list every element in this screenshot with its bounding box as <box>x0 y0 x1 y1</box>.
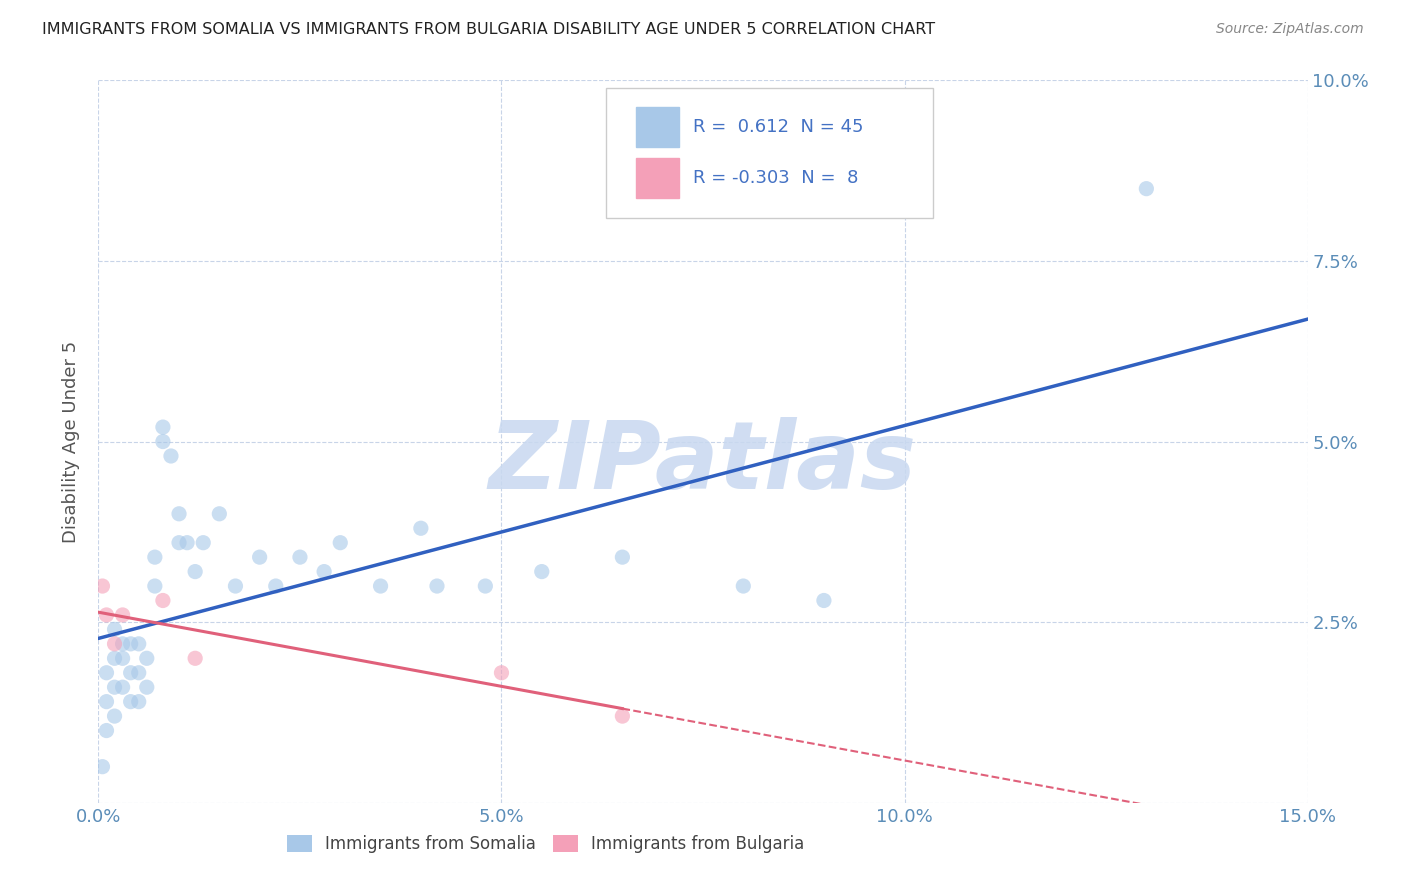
Point <box>120 665 142 680</box>
Point <box>264 579 287 593</box>
Point <box>120 695 142 709</box>
Point <box>103 623 125 637</box>
Point <box>111 680 134 694</box>
Point <box>135 651 157 665</box>
Point <box>193 535 215 549</box>
Point <box>288 550 311 565</box>
Point <box>160 449 183 463</box>
FancyBboxPatch shape <box>606 87 932 218</box>
Point <box>111 607 134 622</box>
Point <box>224 579 246 593</box>
Text: ZIPatlas: ZIPatlas <box>489 417 917 509</box>
Point <box>426 579 449 593</box>
Point <box>208 507 231 521</box>
Point <box>370 579 392 593</box>
Bar <box>637 107 679 147</box>
Point <box>176 535 198 549</box>
Point <box>813 593 835 607</box>
Point <box>120 637 142 651</box>
Point <box>249 550 271 565</box>
Bar <box>637 158 679 198</box>
Point <box>103 680 125 694</box>
Point <box>96 723 118 738</box>
Point <box>474 579 496 593</box>
Point <box>1135 182 1157 196</box>
Point <box>111 651 134 665</box>
Point <box>152 593 174 607</box>
Point <box>167 535 190 549</box>
Point <box>128 695 150 709</box>
Point <box>143 579 166 593</box>
Point <box>612 709 634 723</box>
Y-axis label: Disability Age Under 5: Disability Age Under 5 <box>62 341 80 542</box>
Point <box>491 665 513 680</box>
Point <box>135 680 157 694</box>
Point <box>96 665 118 680</box>
Legend: Immigrants from Somalia, Immigrants from Bulgaria: Immigrants from Somalia, Immigrants from… <box>280 828 811 860</box>
Point <box>329 535 352 549</box>
Point <box>612 550 634 565</box>
Point <box>152 434 174 449</box>
Point <box>167 507 190 521</box>
Point <box>103 709 125 723</box>
Point <box>143 550 166 565</box>
Point <box>91 579 114 593</box>
Point <box>111 637 134 651</box>
Point <box>103 637 125 651</box>
Text: IMMIGRANTS FROM SOMALIA VS IMMIGRANTS FROM BULGARIA DISABILITY AGE UNDER 5 CORRE: IMMIGRANTS FROM SOMALIA VS IMMIGRANTS FR… <box>42 22 935 37</box>
Point <box>409 521 432 535</box>
Point <box>128 665 150 680</box>
Point <box>91 760 114 774</box>
Point <box>733 579 755 593</box>
Point <box>103 651 125 665</box>
Point <box>96 607 118 622</box>
Text: Source: ZipAtlas.com: Source: ZipAtlas.com <box>1216 22 1364 37</box>
Point <box>530 565 553 579</box>
Point <box>184 651 207 665</box>
Point <box>96 695 118 709</box>
Point <box>152 420 174 434</box>
Point <box>128 637 150 651</box>
Point <box>184 565 207 579</box>
Text: R = -0.303  N =  8: R = -0.303 N = 8 <box>693 169 859 186</box>
Text: R =  0.612  N = 45: R = 0.612 N = 45 <box>693 119 863 136</box>
Point <box>314 565 336 579</box>
